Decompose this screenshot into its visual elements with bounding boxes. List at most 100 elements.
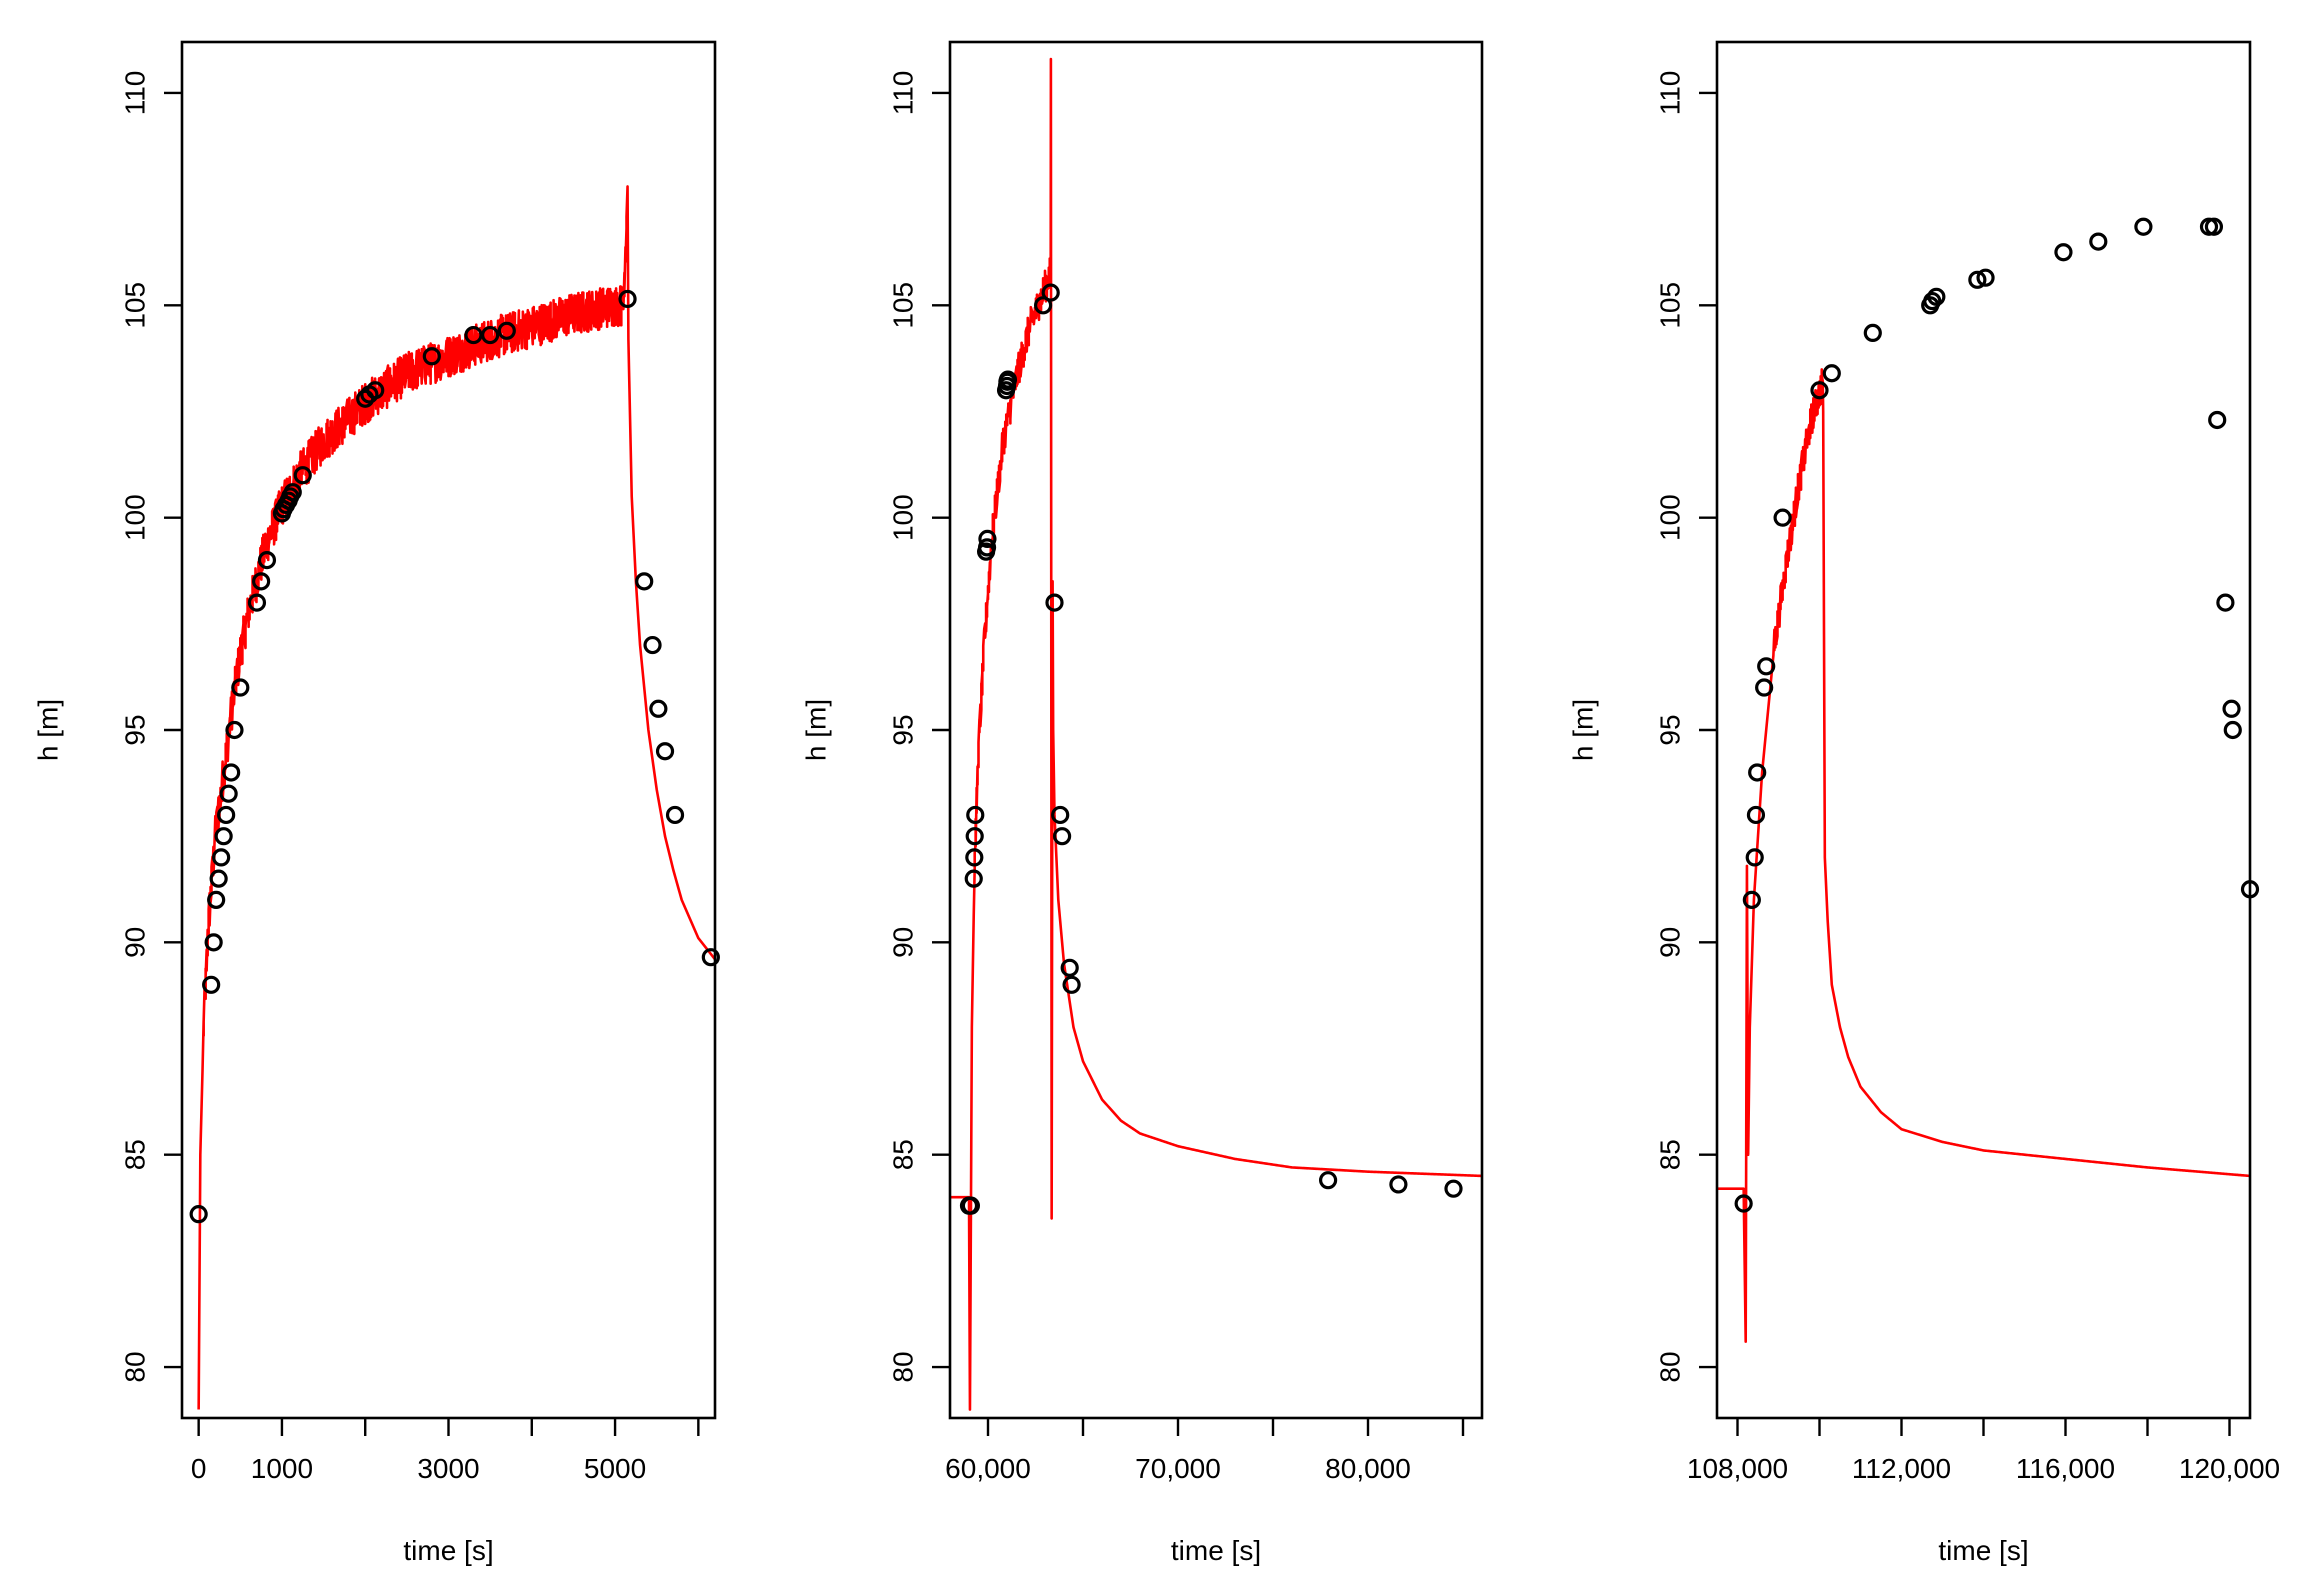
- observed-point: [1745, 848, 1764, 867]
- y-tick-label: 100: [1654, 494, 1685, 541]
- observed-point: [217, 805, 236, 825]
- y-tick-label: 85: [887, 1139, 918, 1170]
- observed-point: [2089, 232, 2108, 251]
- y-tick-label: 105: [119, 282, 150, 329]
- x-tick-label: 60,000: [945, 1453, 1031, 1484]
- y-axis-label: h [m]: [1567, 699, 1598, 761]
- plot-border: [180, 40, 717, 1420]
- observed-point: [2054, 243, 2073, 262]
- y-tick-label: 85: [1654, 1139, 1685, 1170]
- observed-point: [366, 381, 385, 400]
- simulated-series-line: [197, 185, 715, 1410]
- observed-point: [1746, 805, 1766, 825]
- observed-point: [481, 325, 500, 345]
- observed-point: [189, 1205, 208, 1224]
- observed-point: [1923, 291, 1942, 311]
- x-axis-label: time [s]: [1938, 1535, 2028, 1566]
- observed-point: [2223, 720, 2242, 740]
- observed-point: [643, 635, 662, 655]
- x-tick-label: 116,000: [2016, 1453, 2115, 1484]
- observed-point: [961, 1196, 981, 1215]
- y-tick-label: 95: [887, 714, 918, 745]
- observed-point: [225, 720, 244, 740]
- observed-point: [2216, 593, 2235, 612]
- chart-panel-1: 80 85 90 95 100 105 110 0 1000 3000 5000 time [s] h …: [32, 40, 720, 1566]
- observed-point: [209, 869, 228, 888]
- observed-point: [207, 890, 226, 909]
- x-tick-label: 0: [191, 1453, 207, 1484]
- observed-point: [2222, 699, 2241, 718]
- simulated-series-line: [950, 57, 1482, 1411]
- observed-point: [293, 466, 312, 485]
- observed-point: [1822, 364, 1841, 383]
- observed-point: [1318, 1171, 1338, 1190]
- observed-point: [1051, 805, 1070, 825]
- x-tick-label: 70,000: [1135, 1453, 1221, 1484]
- x-tick-label: 5000: [584, 1453, 646, 1484]
- y-tick-label: 90: [119, 927, 150, 958]
- observed-point: [635, 572, 654, 591]
- y-tick-label: 80: [119, 1351, 150, 1382]
- observed-point: [655, 742, 675, 761]
- y-tick-label: 80: [1654, 1351, 1685, 1382]
- observed-point: [1976, 268, 1995, 287]
- observed-point: [1734, 1194, 1753, 1213]
- y-tick-label: 100: [887, 494, 918, 541]
- observed-point: [966, 805, 985, 825]
- plot-border: [1715, 40, 2252, 1420]
- x-tick-label: 108,000: [1687, 1453, 1788, 1484]
- x-axis-label: time [s]: [1171, 1535, 1261, 1566]
- observed-point: [1033, 296, 1053, 315]
- y-tick-label: 80: [887, 1351, 918, 1382]
- observed-point: [1045, 593, 1064, 612]
- observed-point: [247, 593, 267, 612]
- observed-point: [1757, 657, 1776, 676]
- y-tick-label: 110: [1654, 71, 1685, 116]
- x-tick-label: 80,000: [1325, 1453, 1411, 1484]
- observed-point: [1968, 270, 1987, 289]
- observed-point: [464, 325, 483, 345]
- y-tick-label: 100: [119, 494, 150, 541]
- y-tick-label: 105: [1654, 282, 1685, 329]
- plot-border: [948, 40, 1484, 1420]
- y-tick-label: 85: [119, 1139, 150, 1170]
- y-tick-label: 110: [887, 71, 918, 116]
- x-axis-label: time [s]: [403, 1535, 493, 1566]
- observed-point: [2208, 410, 2227, 430]
- x-tick-label: 112,000: [1852, 1453, 1951, 1484]
- observed-point: [965, 848, 984, 867]
- observed-point: [1927, 287, 1946, 306]
- observed-point: [1052, 827, 1072, 846]
- observed-point: [1748, 763, 1767, 782]
- y-tick-label: 95: [119, 714, 150, 745]
- observed-point: [1041, 283, 1060, 302]
- observed-point: [497, 321, 516, 340]
- y-axis-label: h [m]: [800, 699, 831, 761]
- observed-point: [2204, 217, 2224, 236]
- observed-point: [204, 933, 223, 952]
- x-tick-label: 1000: [251, 1453, 313, 1484]
- observed-point: [701, 948, 720, 967]
- y-tick-label: 90: [1654, 927, 1685, 958]
- observed-point: [219, 784, 238, 803]
- simulated-series-line: [1717, 368, 2250, 1343]
- observed-point: [1810, 381, 1829, 400]
- observed-point: [257, 551, 277, 570]
- observed-point: [977, 538, 997, 557]
- observed-point: [214, 827, 233, 846]
- observed-point: [965, 827, 984, 846]
- y-tick-label: 105: [887, 282, 918, 329]
- observed-point: [964, 869, 983, 888]
- observed-point: [283, 483, 302, 502]
- x-tick-label: 120,000: [2179, 1453, 2280, 1484]
- observed-point: [1444, 1179, 1463, 1198]
- observed-point: [1773, 508, 1792, 527]
- observed-point: [649, 699, 668, 718]
- observed-point: [1742, 890, 1761, 909]
- observed-point: [1062, 975, 1081, 994]
- observed-point: [252, 572, 271, 591]
- x-tick-label: 3000: [417, 1453, 479, 1484]
- observed-point: [978, 529, 997, 548]
- observed-point: [212, 848, 231, 867]
